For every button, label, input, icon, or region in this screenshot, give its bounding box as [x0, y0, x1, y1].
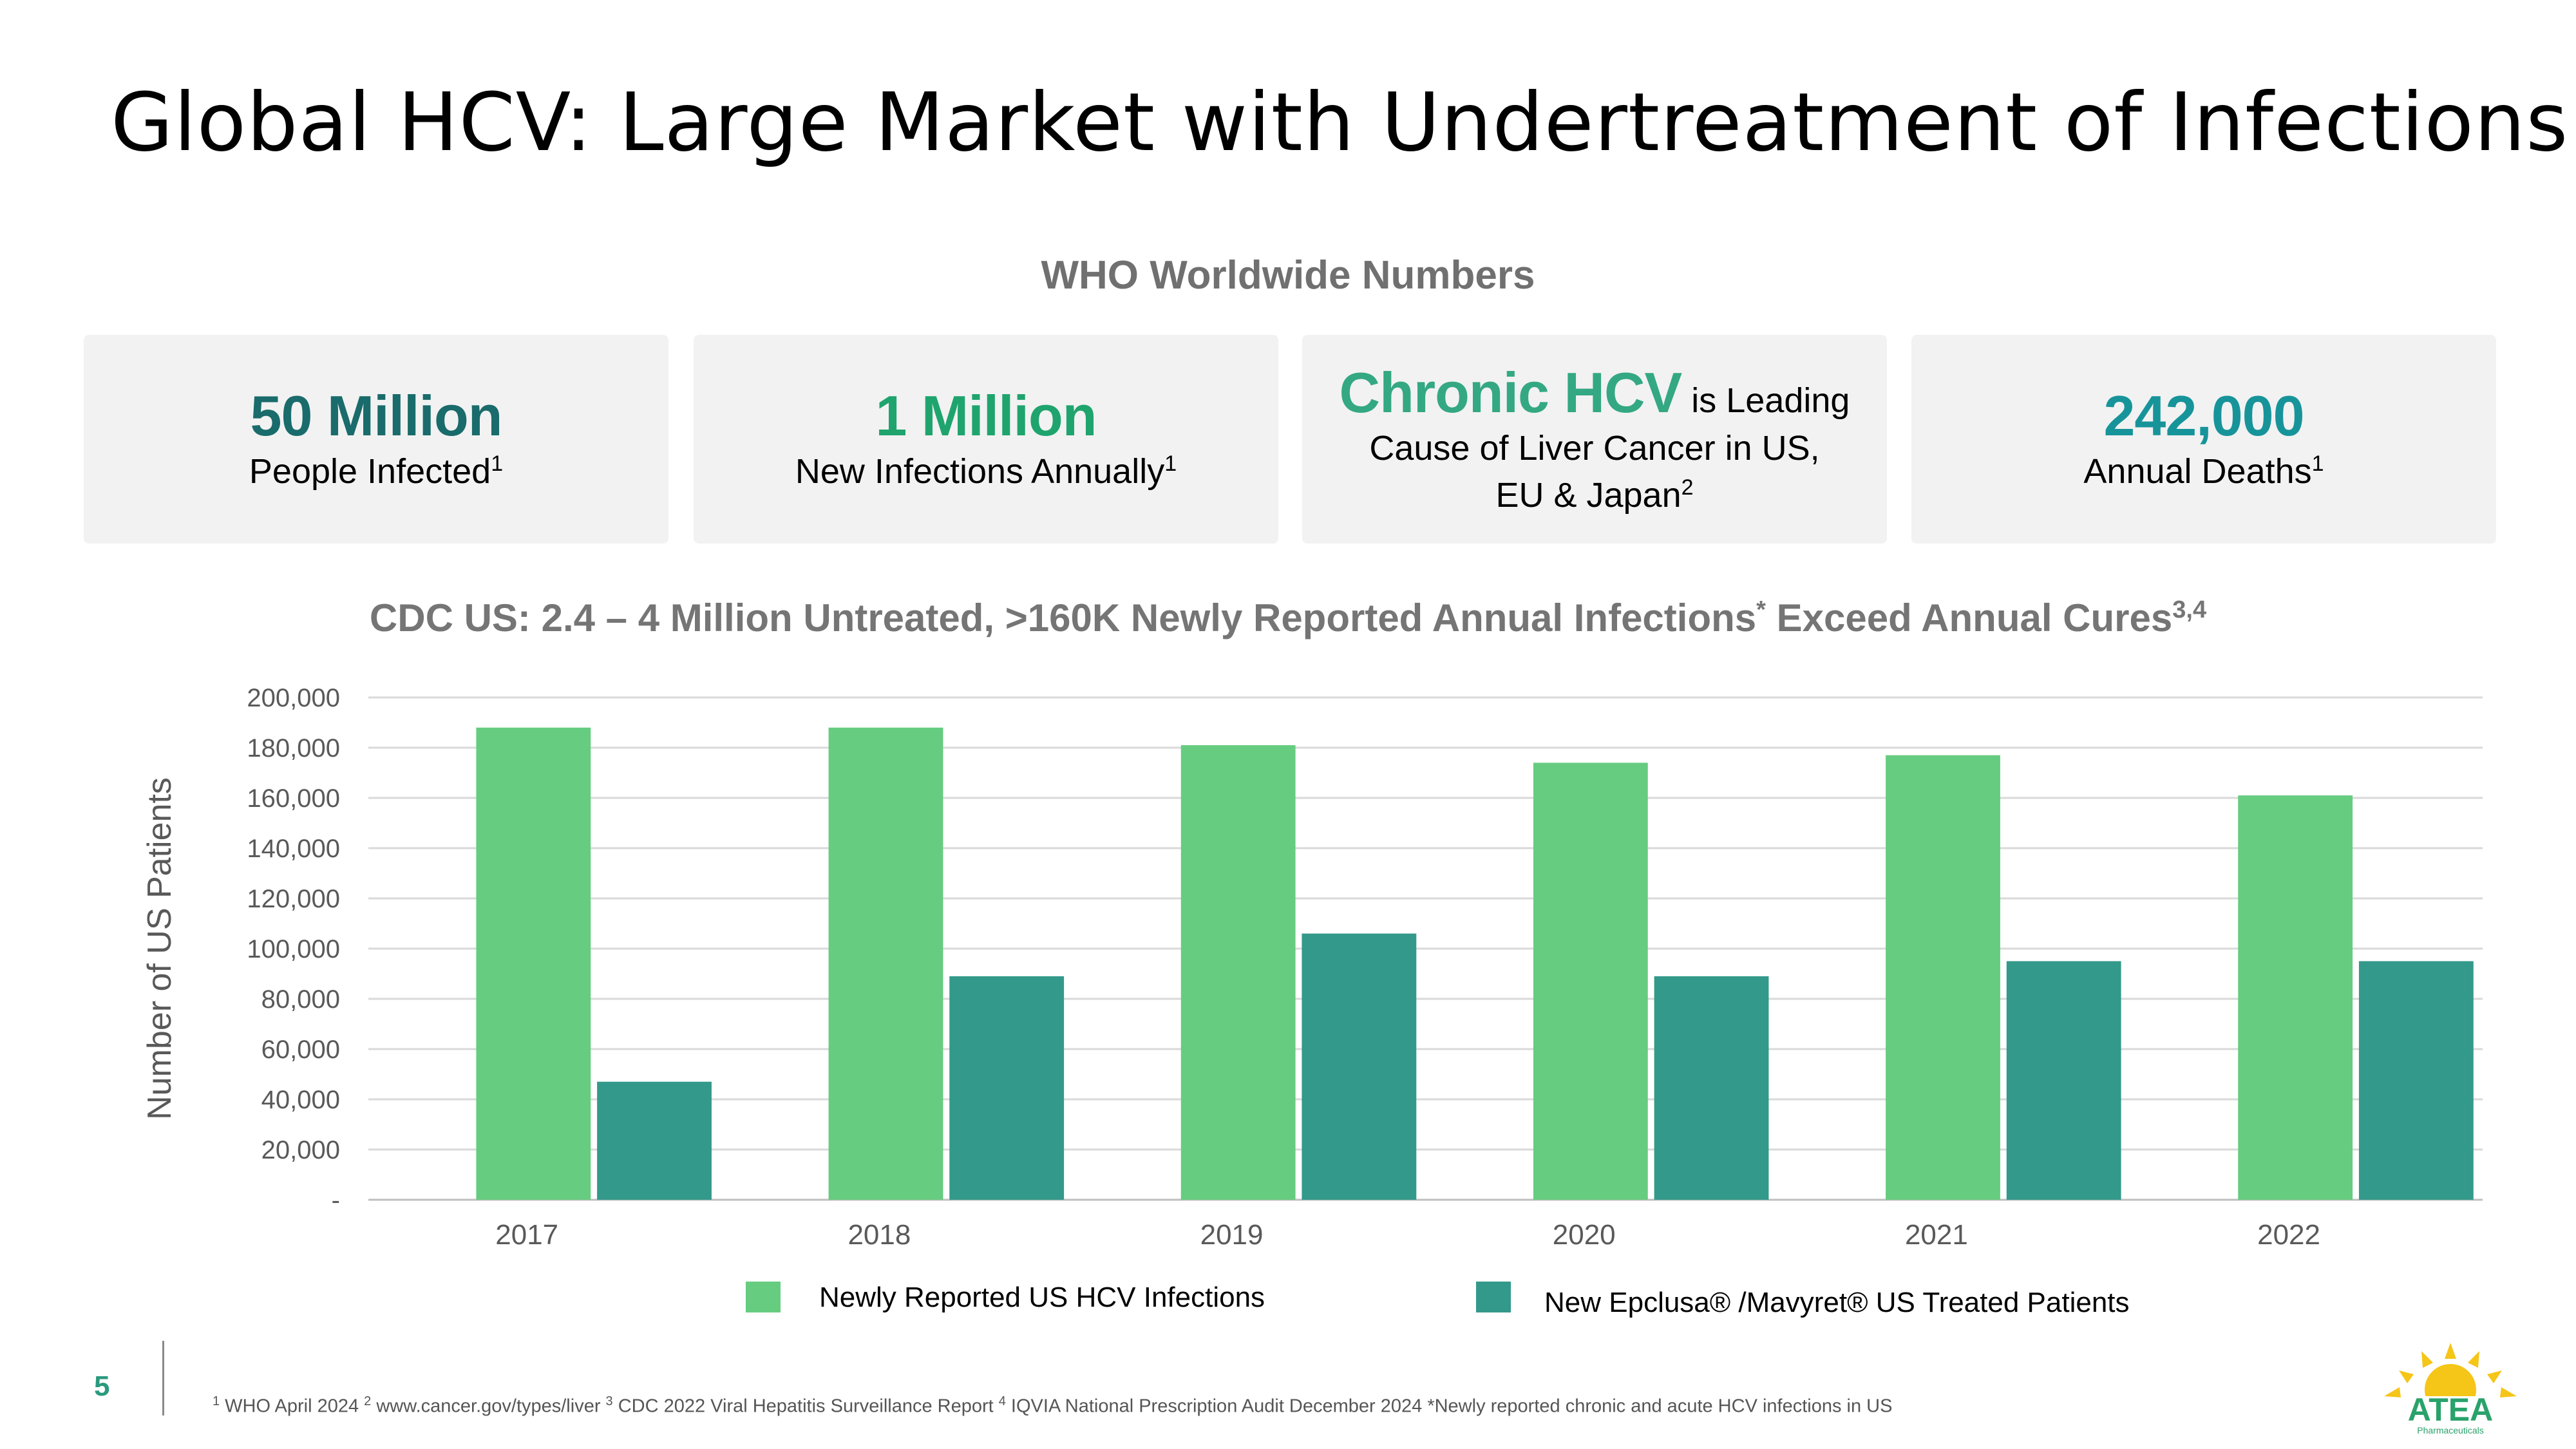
stat-card-infected: 50 Million People Infected1: [84, 335, 668, 544]
y-tick-label: 120,000: [247, 885, 340, 913]
stat-card-new-infections: 1 Million New Infections Annually1: [694, 335, 1278, 544]
page-number: 5: [94, 1370, 110, 1402]
footnote: 1 WHO April 2024 2 www.cancer.gov/types/…: [213, 1394, 1893, 1417]
y-tick-label: 80,000: [261, 985, 340, 1014]
stat-label: New Infections Annually1: [795, 451, 1177, 491]
bar-treated: [2006, 961, 2121, 1200]
y-tick-label: 60,000: [261, 1036, 340, 1064]
stat-value: 50 Million: [250, 383, 503, 448]
bar-treated: [1302, 933, 1417, 1200]
y-axis-label: Number of US Patients: [141, 777, 178, 1120]
stat-card-chronic-hcv: Chronic HCV is Leading Cause of Liver Ca…: [1302, 335, 1887, 544]
chart-title: CDC US: 2.4 – 4 Million Untreated, >160K…: [369, 596, 2207, 639]
legend-label-infections: Newly Reported US HCV Infections: [819, 1282, 1265, 1313]
logo-subtext: Pharmaceuticals: [2417, 1425, 2484, 1435]
x-tick-label: 2018: [848, 1219, 911, 1251]
stat-value: 1 Million: [875, 383, 1097, 448]
stat-label: Annual Deaths1: [2083, 451, 2324, 491]
y-tick-label: 100,000: [247, 935, 340, 963]
stat-label: Cause of Liver Cancer in US,: [1369, 428, 1820, 468]
y-tick-label: 20,000: [261, 1136, 340, 1164]
x-tick-label: 2019: [1200, 1219, 1264, 1251]
y-tick-label: 140,000: [247, 835, 340, 863]
atea-logo: ATEA Pharmaceuticals: [2384, 1343, 2517, 1435]
legend-swatch-infections: [746, 1282, 781, 1312]
bar-infections: [476, 727, 591, 1200]
x-tick-label: 2017: [495, 1219, 558, 1251]
bar-infections: [2238, 795, 2353, 1200]
bar-infections: [828, 727, 943, 1200]
y-tick-label: 160,000: [247, 784, 340, 813]
footer-divider: [162, 1341, 164, 1416]
x-tick-label: 2020: [1553, 1219, 1616, 1251]
x-tick-label: 2021: [1905, 1219, 1968, 1251]
y-tick-label: -: [332, 1186, 340, 1215]
who-heading: WHO Worldwide Numbers: [1041, 253, 1535, 298]
logo-text: ATEA: [2408, 1392, 2493, 1428]
stat-suffix: is Leading: [1681, 381, 1850, 420]
bar-infections: [1533, 762, 1648, 1200]
bar-treated: [597, 1081, 712, 1200]
legend-label-treated: New Epclusa® /Mavyret® US Treated Patien…: [1544, 1287, 2130, 1318]
stat-label: People Infected1: [249, 451, 504, 491]
stat-label-2: EU & Japan2: [1495, 475, 1694, 515]
bar-infections: [1180, 745, 1296, 1200]
bar-treated: [2358, 961, 2474, 1200]
bar-treated: [1654, 976, 1769, 1200]
stat-card-deaths: 242,000 Annual Deaths1: [1911, 335, 2496, 544]
y-tick-label: 40,000: [261, 1086, 340, 1114]
stat-headline: Chronic HCV is Leading: [1340, 360, 1850, 425]
y-tick-label: 180,000: [247, 734, 340, 762]
legend-swatch-treated: [1476, 1282, 1511, 1312]
stat-value: Chronic HCV: [1339, 360, 1683, 424]
page-title: Global HCV: Large Market with Undertreat…: [111, 76, 2569, 169]
bar-treated: [949, 976, 1065, 1200]
x-tick-label: 2022: [2257, 1219, 2320, 1251]
y-tick-label: 200,000: [247, 684, 340, 712]
bar-infections: [1886, 755, 2000, 1200]
stat-value: 242,000: [2103, 383, 2304, 448]
